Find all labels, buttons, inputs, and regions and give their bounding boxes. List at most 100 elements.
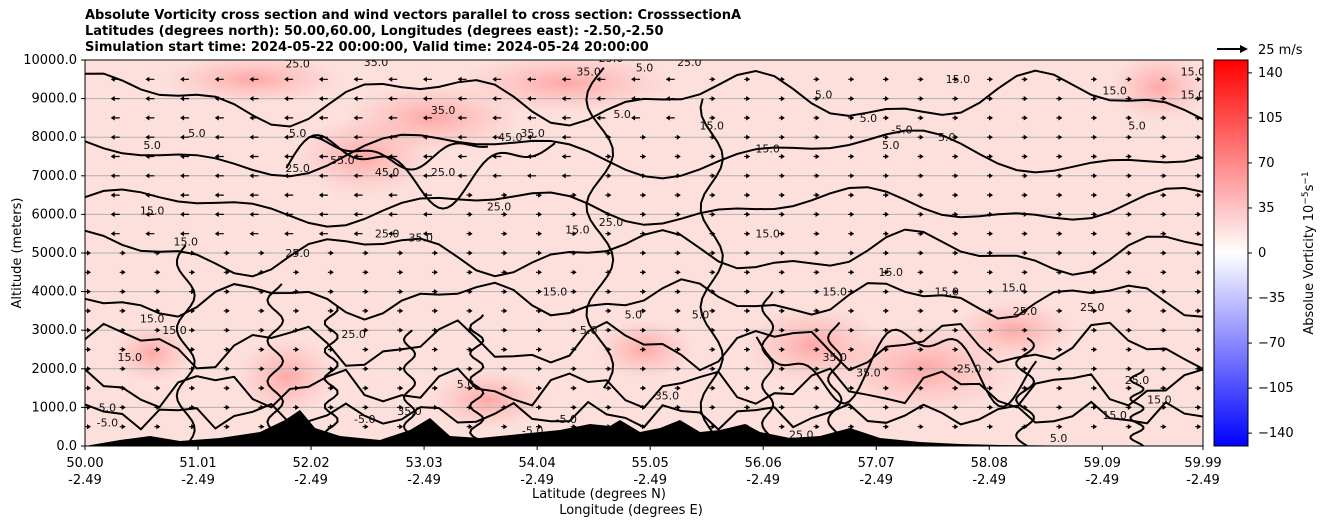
wind-vector: [917, 308, 924, 314]
wind-vector: [848, 385, 855, 391]
wind-vector: [1056, 308, 1063, 314]
wind-vector: [189, 424, 196, 430]
wind-vector: [952, 424, 959, 430]
wind-vector: [744, 289, 751, 295]
wind-vector: [882, 327, 889, 333]
wind-vector: [422, 76, 432, 82]
wind-vector: [536, 250, 543, 256]
contour-label: 5.0: [613, 108, 631, 121]
wind-vector: [466, 250, 473, 256]
contour-label: 25.0: [957, 363, 982, 376]
wind-vector: [214, 173, 224, 179]
wind-vector: [1021, 173, 1028, 179]
contour-label: 15.0: [1181, 89, 1206, 102]
wind-vector: [527, 134, 537, 140]
wind-vector: [744, 173, 751, 179]
wind-vector: [145, 134, 155, 140]
wind-vector: [466, 327, 473, 333]
wind-vector: [570, 250, 577, 256]
wind-vector: [987, 173, 994, 179]
wind-vector: [1160, 327, 1167, 333]
wind-vector: [570, 211, 577, 217]
wind-vector: [501, 250, 508, 256]
contour-line: [468, 314, 485, 446]
x-tick-label-lon: -2.49: [68, 473, 102, 488]
wind-vector: [284, 76, 294, 82]
wind-vector: [1195, 289, 1202, 295]
wind-vector: [987, 424, 994, 430]
wind-vector: [778, 192, 785, 198]
wind-vector: [1056, 346, 1063, 353]
wind-vector: [492, 134, 502, 140]
wind-vector: [536, 192, 543, 198]
wind-vector: [189, 327, 196, 333]
contour-label: 15.0: [946, 73, 971, 86]
wind-vector: [1021, 289, 1028, 295]
wind-vector: [353, 76, 363, 82]
wind-vector: [570, 404, 577, 410]
wind-vector: [501, 366, 508, 372]
wind-vector: [466, 366, 473, 372]
wind-vector: [119, 269, 126, 275]
contour-label: 15.0: [755, 228, 780, 241]
y-tick-label: 6000.0: [32, 207, 78, 222]
wind-vector: [1125, 269, 1132, 275]
wind-vector: [258, 308, 265, 314]
contour-label: 35.0: [431, 104, 456, 117]
wind-vector: [605, 269, 612, 275]
wind-vector: [640, 424, 647, 430]
wind-vector: [1021, 250, 1028, 256]
y-axis-label: Altitude (meters): [10, 198, 25, 309]
wind-vector: [1021, 192, 1028, 198]
wind-vector: [1091, 308, 1098, 314]
wind-vector: [952, 173, 959, 179]
wind-vector: [353, 173, 363, 179]
contour-label: 55.0: [330, 154, 355, 167]
wind-vector: [605, 211, 612, 217]
wind-vector: [882, 134, 889, 140]
wind-vector: [492, 153, 502, 160]
wind-vector: [1160, 96, 1167, 102]
wind-vector: [848, 346, 855, 353]
x-tick-label-lat: 51.01: [179, 456, 216, 471]
contour-line: [827, 321, 843, 446]
wind-vector: [1091, 153, 1098, 160]
wind-vector: [1125, 289, 1132, 295]
wind-vector: [318, 231, 328, 237]
wind-vector: [1021, 385, 1028, 391]
wind-vector: [258, 404, 265, 410]
quiver-key: 25 m/s: [1217, 43, 1303, 58]
wind-vector: [952, 308, 959, 314]
wind-vector: [353, 153, 363, 160]
wind-vector: [709, 231, 716, 237]
y-tick-label: 1000.0: [32, 400, 78, 415]
wind-vector: [813, 115, 820, 121]
wind-vector: [917, 76, 924, 82]
wind-vector: [1125, 308, 1132, 314]
wind-vector: [258, 385, 265, 391]
contour-line: [755, 328, 1038, 408]
wind-vector: [640, 385, 647, 391]
wind-vector: [110, 153, 120, 160]
wind-vector: [492, 76, 502, 82]
wind-vector: [640, 327, 647, 333]
contour-label: 35.0: [408, 231, 433, 244]
wind-vector: [293, 327, 300, 333]
wind-vector: [674, 134, 681, 140]
wind-vector: [258, 289, 265, 295]
wind-vector: [1021, 327, 1028, 333]
wind-vector: [119, 366, 126, 372]
wind-vector: [631, 115, 641, 121]
wind-vector: [1125, 134, 1132, 140]
wind-vector: [189, 346, 196, 353]
wind-vector: [154, 346, 161, 353]
wind-vector: [1021, 308, 1028, 314]
wind-vector: [778, 385, 785, 391]
wind-vector: [674, 404, 681, 410]
wind-vector: [501, 385, 508, 391]
x-tick-label-lon: -2.49: [633, 473, 667, 488]
wind-vector: [1125, 153, 1132, 160]
wind-vector: [501, 231, 508, 237]
wind-vector: [1160, 134, 1167, 140]
wind-vector: [327, 385, 334, 391]
